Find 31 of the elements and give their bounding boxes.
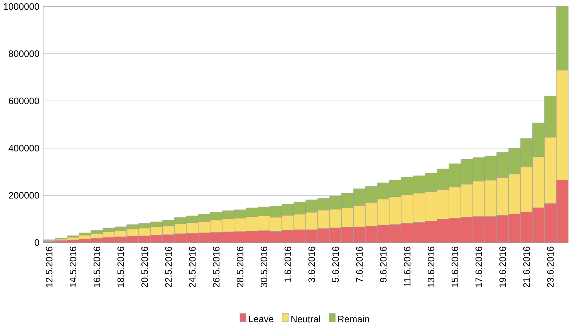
legend-label: Neutral [292,316,320,323]
x-tick-label: 11.6.2016 [404,246,411,286]
x-tick-label: 18.5.2016 [118,246,124,288]
x-tick-label: 1.6.2016 [284,246,292,282]
x-tick-label: 20.5.2016 [142,246,148,288]
x-tick-label: 24.5.2016 [189,246,196,288]
x-tick-label: 7.6.2016 [356,246,363,282]
x-tick-label: 30.5.2016 [260,246,268,288]
x-tick-label: 22.5.2016 [165,246,172,288]
x-tick-label: 3.6.2016 [308,246,316,282]
legend-label: Leave [249,316,274,322]
legend-label: Remain [338,316,370,323]
x-tick-label: 19.6.2016 [500,246,506,288]
x-tick-label: 17.6.2016 [476,246,482,288]
x-tick-label: 5.6.2016 [332,246,340,282]
x-tick-label: 26.5.2016 [213,246,220,288]
x-tick-label: 9.6.2016 [380,246,387,282]
x-tick-label: 23.6.2016 [547,246,554,288]
x-tick-label: 13.6.2016 [428,246,435,288]
x-tick-label: 16.5.2016 [94,246,100,288]
x-tick-label: 14.5.2016 [70,246,77,288]
y-tick-label: 200000 [9,192,40,199]
y-tick-label: 1000000 [4,3,40,10]
y-tick-label: 800000 [9,50,40,58]
y-tick-label: 400000 [8,144,40,152]
y-tick-label: 600000 [9,98,40,104]
y-tick-label: 0 [34,239,40,246]
x-tick-label: 12.5.2016 [46,246,53,288]
x-tick-label: 15.6.2016 [452,246,458,288]
x-tick-label: 28.5.2016 [237,246,244,288]
x-tick-label: 21.6.2016 [523,246,530,288]
